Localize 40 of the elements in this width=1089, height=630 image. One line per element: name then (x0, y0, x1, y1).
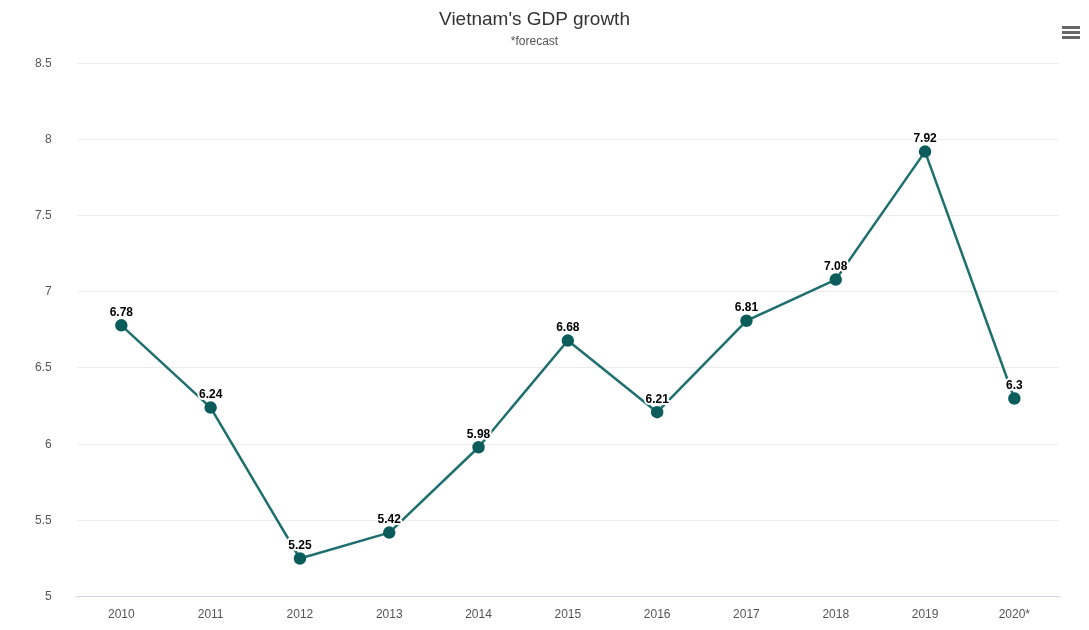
point (293, 552, 307, 565)
point (829, 273, 842, 286)
data-label: 6.81 (734, 300, 759, 315)
chart-title: Vietnam's GDP growth (439, 7, 630, 29)
y-tick-label: 6.5 (34, 360, 52, 375)
point (1008, 392, 1021, 405)
data-label: 6.24 (198, 386, 223, 401)
data-label: 7.92 (913, 130, 938, 145)
data-label: 5.98 (466, 426, 491, 441)
point (382, 526, 396, 539)
y-tick-label: 7 (44, 284, 52, 299)
data-label: 5.42 (377, 511, 402, 526)
data-label: 6.78 (109, 304, 134, 319)
x-tick-label: 2020* (998, 607, 1031, 622)
y-tick-label: 5.5 (34, 512, 52, 527)
y-tick-label: 8 (44, 131, 52, 146)
point (740, 314, 753, 328)
x-tick-label: 2018 (822, 607, 850, 622)
x-tick-label: 2017 (733, 607, 761, 622)
chart-subtitle: *forecast (510, 34, 559, 49)
data-label: 6.68 (556, 319, 580, 334)
x-tick-label: 2019 (911, 607, 939, 622)
point (115, 319, 128, 332)
y-tick-label: 5 (44, 588, 52, 603)
x-tick-label: 2015 (554, 607, 582, 622)
point (204, 401, 217, 414)
x-tick-label: 2014 (465, 607, 493, 622)
point (918, 145, 932, 158)
point (561, 334, 575, 347)
y-tick-label: 7.5 (34, 207, 52, 222)
x-tick-label: 2012 (286, 607, 314, 622)
point (472, 441, 485, 454)
y-tick-label: 8.5 (34, 55, 52, 70)
x-tick-label: 2013 (375, 607, 403, 622)
x-tick-label: 2016 (643, 607, 671, 622)
data-label: 6.21 (645, 391, 670, 406)
y-tick-label: 6 (44, 436, 52, 451)
x-tick-label: 2011 (197, 607, 224, 622)
point (650, 405, 664, 419)
x-tick-label: 2010 (107, 607, 135, 622)
